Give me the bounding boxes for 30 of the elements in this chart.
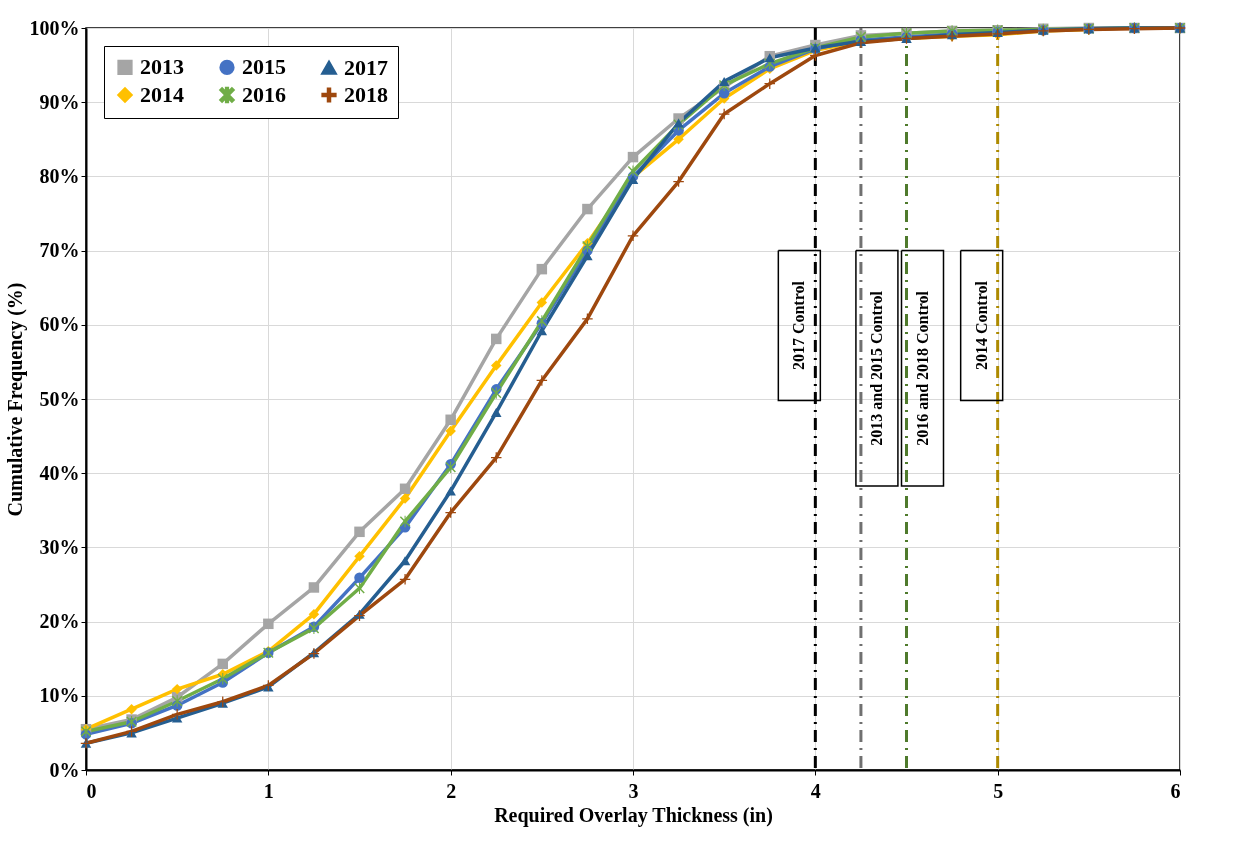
ref-line-label: 2016 and 2018 Control xyxy=(913,290,931,446)
x-tick-label: 2 xyxy=(446,779,457,802)
x-tick-label: 6 xyxy=(1170,779,1181,802)
x-tick-label: 0 xyxy=(86,779,97,802)
y-tick-label: 80% xyxy=(39,164,80,187)
legend-label: 2018 xyxy=(344,82,388,107)
ref-line-label: 2017 Control xyxy=(790,280,808,371)
y-tick-label: 0% xyxy=(49,758,80,781)
legend-label: 2015 xyxy=(242,54,286,80)
legend-label: 2014 xyxy=(140,82,184,107)
y-tick-label: 100% xyxy=(29,16,80,39)
x-axis-title: Required Overlay Thickness (in) xyxy=(494,803,773,827)
ref-line-label: 2014 Control xyxy=(972,280,990,371)
ref-line-label: 2013 and 2015 Control xyxy=(867,290,885,446)
y-tick-label: 70% xyxy=(39,239,80,262)
y-tick-label: 40% xyxy=(39,461,80,484)
legend-label: 2016 xyxy=(242,82,286,107)
y-tick-label: 60% xyxy=(39,313,80,336)
x-tick-label: 5 xyxy=(993,779,1004,802)
y-axis-title: Cumulative Frequency (%) xyxy=(3,282,27,517)
x-tick-label: 1 xyxy=(263,779,274,802)
x-tick-label: 4 xyxy=(810,779,821,802)
y-tick-label: 90% xyxy=(39,90,80,113)
y-tick-label: 50% xyxy=(39,387,80,410)
y-tick-label: 20% xyxy=(39,610,80,633)
y-tick-label: 30% xyxy=(39,535,80,558)
legend-label: 2017 xyxy=(344,54,388,80)
legend-label: 2013 xyxy=(140,54,184,80)
y-tick-label: 10% xyxy=(39,684,80,707)
x-tick-label: 3 xyxy=(628,779,639,802)
